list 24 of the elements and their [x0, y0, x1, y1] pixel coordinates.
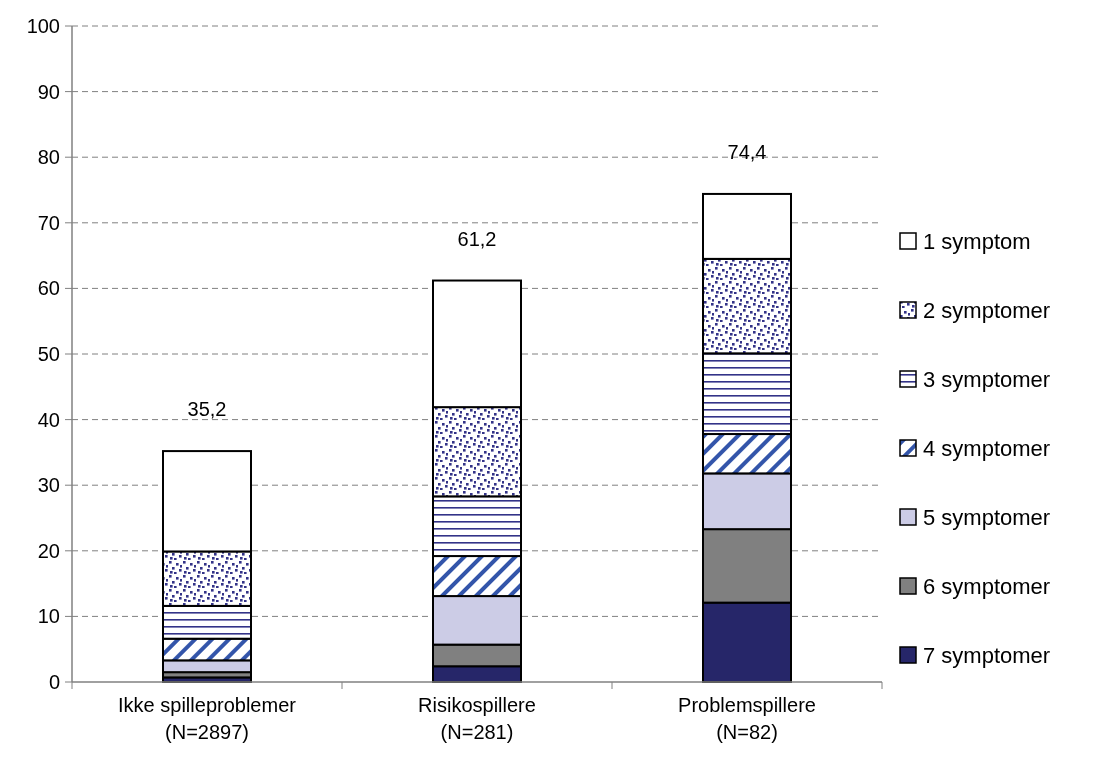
- y-tick-label: 100: [26, 15, 60, 37]
- y-tick-label: 30: [37, 474, 60, 497]
- x-tick-label: Problemspillere (N=82): [678, 694, 816, 743]
- y-tick-label: 40: [37, 408, 60, 431]
- legend-label: 3 symptomer: [923, 366, 1051, 392]
- x-tick-label: Risikospillere (N=281): [418, 694, 536, 743]
- legend-label: 5 symptomer: [923, 504, 1051, 530]
- legend-label: 7 symptomer: [923, 642, 1051, 668]
- y-tick-label: 60: [37, 277, 60, 300]
- legend-label: 6 symptomer: [923, 573, 1051, 599]
- text: 1 symptom: [923, 228, 1031, 254]
- y-tick-label: 90: [37, 80, 60, 103]
- y-tick-label: 10: [37, 605, 60, 628]
- total-label: 35,2: [187, 398, 227, 421]
- y-tick-label: 70: [37, 211, 60, 234]
- total-label: 61,2: [457, 227, 497, 250]
- y-tick-label: 80: [37, 146, 60, 169]
- y-tick-label: 20: [37, 539, 60, 562]
- legend-label: 4 symptomer: [923, 435, 1051, 461]
- y-tick-label: 50: [37, 343, 60, 365]
- x-tick-label: Ikke spilleproblemer (N=2897): [118, 694, 297, 743]
- y-tick-label: 0: [48, 671, 60, 693]
- legend-label: 2 symptomer: [923, 297, 1051, 323]
- total-label: 74,4: [727, 140, 767, 163]
